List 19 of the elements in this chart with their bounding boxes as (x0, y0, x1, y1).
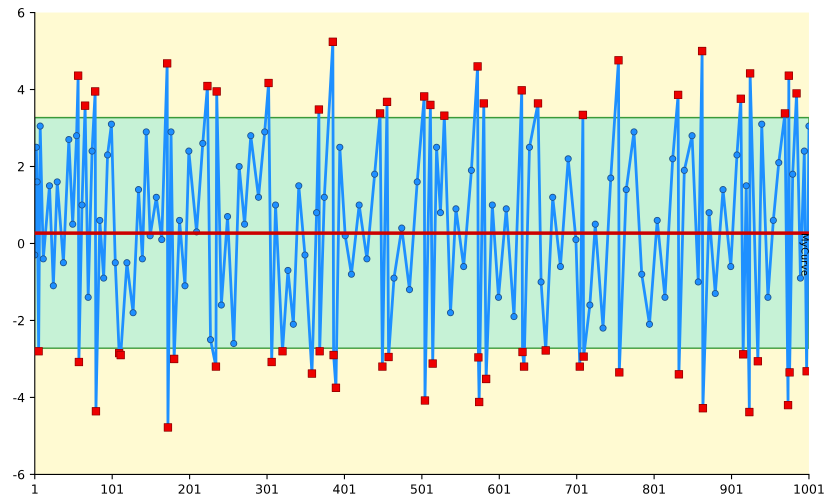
x-tick-label: 801 (643, 484, 665, 494)
x-tick-label: 501 (410, 484, 433, 494)
x-tick-label: 1001 (794, 484, 824, 494)
x-tick-label: 101 (102, 484, 123, 494)
x-tick-label: 201 (178, 484, 200, 494)
x-tick-label: 401 (333, 484, 356, 494)
ref-line-label: MyCurve (800, 234, 809, 276)
x-tick-label: 601 (488, 484, 510, 494)
y-tick-label: 0 (18, 238, 24, 248)
x-tick-label: 701 (566, 484, 588, 494)
y-tick-label: -4 (13, 393, 24, 402)
y-tick-label: 4 (18, 85, 24, 94)
x-tick-label: 301 (256, 484, 278, 494)
y-tick-label: 6 (18, 8, 24, 18)
x-tick-label: 901 (720, 484, 742, 494)
y-tick-label: 2 (18, 162, 24, 172)
y-tick-label: -2 (13, 316, 24, 326)
y-tick-label: -6 (13, 470, 24, 480)
x-tick-label: 1 (32, 484, 38, 494)
